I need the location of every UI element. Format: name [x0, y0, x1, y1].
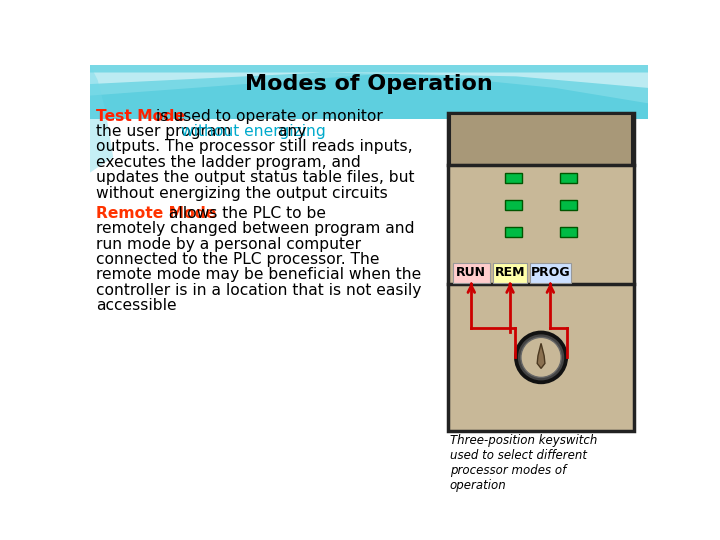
Bar [451, 114, 631, 165]
Text: remote mode may be beneficial when the: remote mode may be beneficial when the [96, 267, 421, 282]
Text: updates the output status table files, but: updates the output status table files, b… [96, 170, 415, 185]
Text: allows the PLC to be: allows the PLC to be [164, 206, 326, 221]
Text: executes the ladder program, and: executes the ladder program, and [96, 155, 361, 170]
Text: Remote Mode: Remote Mode [96, 206, 217, 221]
Circle shape [521, 338, 561, 377]
Bar [493, 262, 527, 283]
Text: accessible: accessible [96, 298, 177, 313]
Text: is used to operate or monitor: is used to operate or monitor [151, 109, 383, 124]
Bar [560, 173, 577, 183]
Bar [560, 200, 577, 210]
Polygon shape [90, 72, 648, 88]
Text: the user program: the user program [96, 124, 236, 139]
Text: Modes of Operation: Modes of Operation [245, 74, 493, 94]
Text: PROG: PROG [531, 266, 570, 279]
Text: controller is in a location that is not easily: controller is in a location that is not … [96, 283, 422, 298]
Text: Three-position keyswitch
used to select different
processor modes of
operation: Three-position keyswitch used to select … [449, 434, 597, 492]
Text: without energizing: without energizing [181, 124, 326, 139]
Polygon shape [90, 65, 648, 126]
Text: connected to the PLC processor. The: connected to the PLC processor. The [96, 252, 379, 267]
Text: Test Mode: Test Mode [96, 109, 185, 124]
Text: REM: REM [495, 266, 526, 279]
Text: run mode by a personal computer: run mode by a personal computer [96, 237, 361, 252]
Bar [505, 200, 522, 210]
Circle shape [518, 335, 564, 380]
Text: any: any [273, 124, 306, 139]
Bar [505, 226, 522, 237]
Polygon shape [90, 65, 113, 173]
Circle shape [516, 332, 567, 383]
Text: outputs. The processor still reads inputs,: outputs. The processor still reads input… [96, 139, 413, 154]
Bar [448, 112, 634, 430]
Polygon shape [90, 65, 648, 103]
Text: remotely changed between program and: remotely changed between program and [96, 221, 415, 236]
Polygon shape [537, 343, 545, 368]
Text: RUN: RUN [456, 266, 486, 279]
Text: without energizing the output circuits: without energizing the output circuits [96, 186, 388, 201]
Bar [453, 262, 490, 283]
Bar [90, 119, 648, 481]
Bar [505, 173, 522, 183]
Bar [560, 226, 577, 237]
Bar [530, 262, 570, 283]
